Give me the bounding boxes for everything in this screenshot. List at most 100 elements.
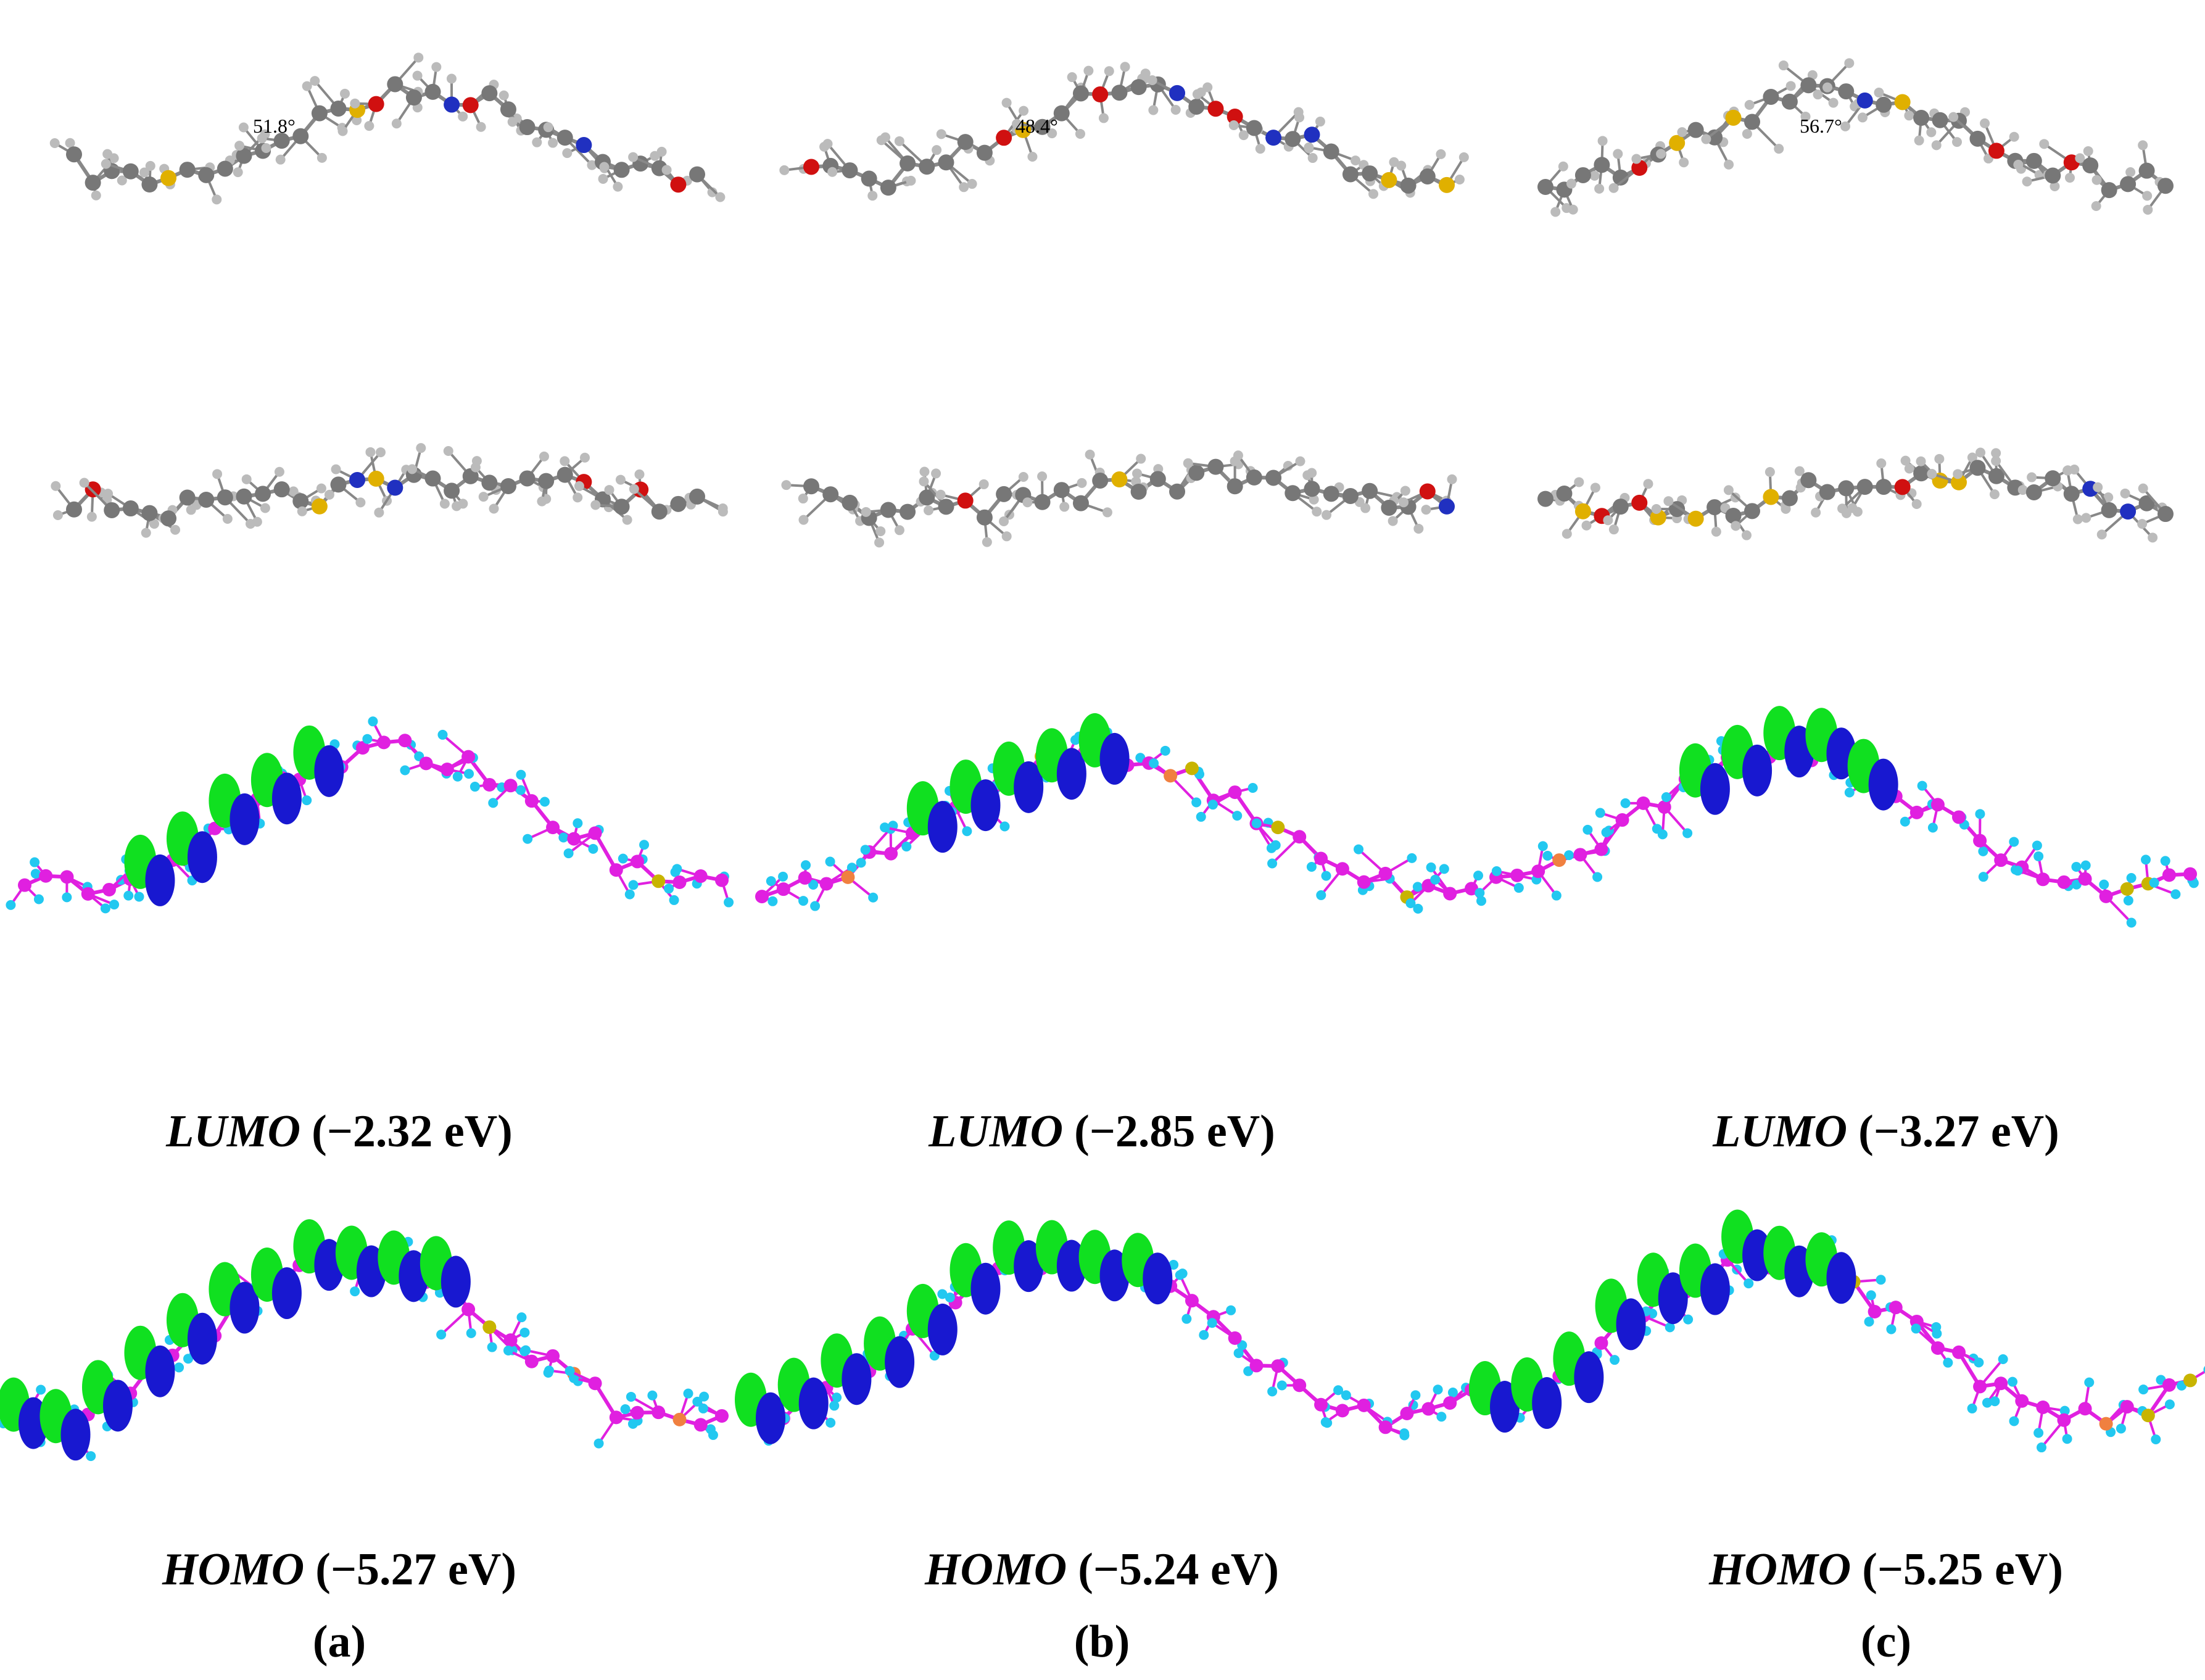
atom — [1927, 469, 1937, 479]
atom — [1430, 874, 1441, 885]
atom — [1989, 489, 2000, 500]
atom — [1724, 159, 1734, 170]
panel: 48.4° LUMO (−2.85 eV) HOMO (−5.24 eV) (b) — [735, 62, 1500, 1667]
atom — [683, 1388, 693, 1399]
atom — [822, 139, 833, 149]
atom — [2126, 873, 2137, 883]
atom — [919, 489, 935, 506]
atom — [377, 735, 391, 750]
atom — [628, 880, 639, 890]
atom — [444, 96, 460, 113]
atom — [1185, 1294, 1199, 1308]
atom — [825, 1418, 836, 1428]
atom — [2183, 867, 2197, 881]
atom — [1744, 99, 1755, 110]
atom — [2120, 176, 2137, 192]
atom — [139, 167, 149, 178]
atom — [274, 466, 284, 477]
atom — [1293, 1378, 1307, 1392]
atom — [1594, 1336, 1608, 1350]
atom — [1661, 792, 1671, 803]
atom — [1323, 486, 1339, 502]
atom — [2013, 866, 2023, 876]
panel: 56.7° LUMO (−3.27 eV) HOMO (−5.25 eV) (c) — [1469, 58, 2205, 1667]
atom — [2099, 879, 2109, 890]
orbital-name: LUMO — [165, 1106, 300, 1157]
atom — [609, 1410, 623, 1425]
atom — [470, 462, 481, 473]
atom — [1951, 474, 1967, 490]
orbital-lobe — [441, 1256, 471, 1308]
atom — [407, 464, 418, 474]
atom — [1800, 111, 1811, 122]
atom — [368, 716, 378, 727]
atom — [33, 894, 44, 904]
atom — [1267, 1386, 1278, 1397]
atom — [1574, 503, 1591, 519]
atom — [198, 167, 215, 183]
atom — [588, 843, 598, 854]
atom — [1930, 1341, 1945, 1355]
orbital-lobe — [927, 1303, 958, 1355]
atom — [2032, 840, 2042, 851]
atom — [1188, 465, 1205, 481]
orbital-energy: (−5.25 eV) — [1862, 1544, 2063, 1595]
atom — [86, 1451, 96, 1462]
atom — [1556, 485, 1573, 502]
orbital-lobe — [314, 745, 344, 797]
atom — [368, 96, 384, 112]
atom — [387, 479, 403, 496]
orbital-lobe — [60, 1409, 91, 1461]
atom — [2142, 191, 2153, 201]
atom — [1436, 149, 1446, 159]
atom — [1399, 497, 1409, 508]
atom — [724, 897, 734, 908]
atom — [1683, 1314, 1694, 1325]
atom — [365, 447, 376, 457]
atom — [620, 1404, 631, 1415]
atom — [801, 860, 811, 871]
atom — [1265, 470, 1282, 486]
atom — [1913, 110, 1930, 126]
atom — [1047, 128, 1057, 139]
atom — [1246, 469, 1262, 486]
atom — [699, 1391, 709, 1402]
atom — [1669, 134, 1686, 151]
atom — [2138, 495, 2155, 511]
atom — [1454, 174, 1465, 184]
atom — [1199, 1330, 1209, 1340]
atom — [39, 869, 53, 883]
atom — [1934, 453, 1945, 464]
atom — [1164, 769, 1178, 783]
atom — [521, 1345, 531, 1355]
atom — [1774, 144, 1784, 154]
atom — [1396, 160, 1407, 171]
atom — [91, 190, 101, 201]
atom — [316, 152, 327, 163]
atom — [1813, 89, 1823, 100]
atom — [1447, 1387, 1458, 1397]
atom — [1491, 866, 1502, 876]
atom — [875, 526, 886, 537]
atom — [462, 468, 479, 484]
atom — [2059, 1405, 2070, 1416]
atom — [1951, 137, 1962, 147]
atom — [1531, 864, 1545, 879]
atom — [715, 192, 726, 202]
atom — [1978, 846, 1988, 856]
atom — [109, 900, 120, 910]
atom — [1723, 485, 1734, 495]
atom — [1227, 478, 1243, 495]
atom — [1581, 520, 1592, 531]
atom — [1169, 85, 1186, 101]
atom — [1866, 1290, 1876, 1301]
atom — [1012, 118, 1022, 129]
atom — [1975, 447, 1986, 458]
atom — [672, 864, 682, 874]
atom — [1864, 1317, 1874, 1327]
atom — [1988, 143, 2004, 159]
atom — [387, 76, 403, 93]
atom — [803, 478, 819, 495]
orbital-lobe — [187, 831, 217, 883]
atom — [1378, 1420, 1392, 1434]
